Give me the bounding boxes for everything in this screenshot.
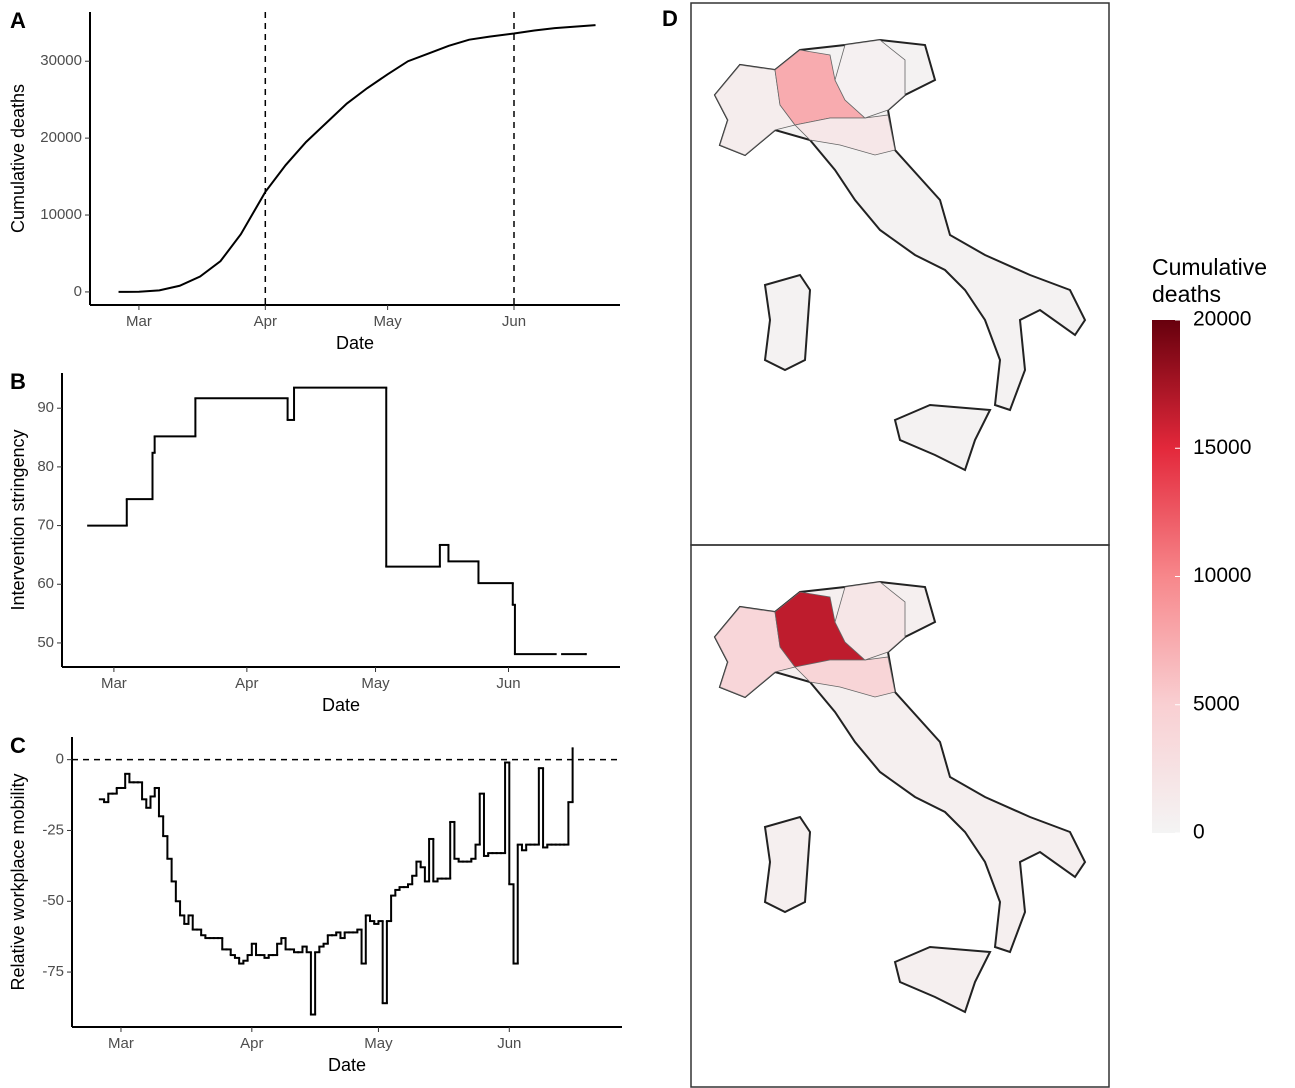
region bbox=[714, 606, 796, 698]
map bbox=[713, 38, 1087, 472]
y-tick-label: 10000 bbox=[40, 206, 82, 223]
colorbar-title: Cumulative deaths bbox=[1152, 254, 1268, 307]
map bbox=[713, 580, 1087, 1014]
panel-label: A bbox=[10, 8, 26, 33]
region bbox=[834, 581, 906, 661]
x-tick-label: Jun bbox=[497, 1035, 521, 1052]
colorbar-tick-label: 5000 bbox=[1193, 692, 1240, 715]
y-tick-label: 0 bbox=[74, 283, 82, 300]
x-axis-title: Date bbox=[336, 333, 374, 353]
x-tick-label: Mar bbox=[126, 313, 152, 330]
x-tick-label: Apr bbox=[240, 1035, 263, 1052]
region bbox=[834, 39, 906, 119]
y-tick-label: -50 bbox=[42, 892, 64, 909]
y-tick-label: 60 bbox=[37, 575, 54, 592]
panel-label: D bbox=[662, 6, 678, 31]
region bbox=[794, 656, 896, 698]
region bbox=[794, 114, 896, 156]
x-tick-label: May bbox=[361, 675, 390, 692]
y-tick-label: 50 bbox=[37, 634, 54, 651]
colorbar-tick-label: 0 bbox=[1193, 821, 1205, 844]
y-tick-label: 30000 bbox=[40, 52, 82, 69]
y-axis-title: Intervention stringency bbox=[8, 429, 28, 610]
y-tick-label: 70 bbox=[37, 517, 54, 534]
x-tick-label: Apr bbox=[235, 675, 258, 692]
x-tick-label: Apr bbox=[254, 313, 277, 330]
x-tick-label: Mar bbox=[108, 1035, 134, 1052]
x-tick-label: May bbox=[364, 1035, 393, 1052]
x-tick-label: May bbox=[373, 313, 402, 330]
y-tick-label: -25 bbox=[42, 821, 64, 838]
y-tick-label: 20000 bbox=[40, 129, 82, 146]
map-frame bbox=[690, 544, 1110, 1088]
panel-label: C bbox=[10, 733, 26, 758]
x-axis-title: Date bbox=[322, 695, 360, 715]
panel-label: B bbox=[10, 369, 26, 394]
region bbox=[714, 64, 796, 156]
colorbar-tick-label: 20000 bbox=[1193, 308, 1251, 331]
x-axis-title: Date bbox=[328, 1055, 366, 1075]
y-tick-label: 0 bbox=[56, 751, 64, 768]
y-tick-label: 80 bbox=[37, 458, 54, 475]
colorbar-tick-label: 15000 bbox=[1193, 436, 1251, 459]
y-axis-title: Cumulative deaths bbox=[8, 84, 28, 233]
x-tick-label: Jun bbox=[496, 675, 520, 692]
x-tick-label: Mar bbox=[101, 675, 127, 692]
colorbar-tick-label: 10000 bbox=[1193, 564, 1251, 587]
y-tick-label: 90 bbox=[37, 399, 54, 416]
y-axis-title: Relative workplace mobility bbox=[8, 773, 28, 990]
x-tick-label: Jun bbox=[502, 313, 526, 330]
data-line bbox=[118, 24, 596, 293]
y-tick-label: -75 bbox=[42, 963, 64, 980]
